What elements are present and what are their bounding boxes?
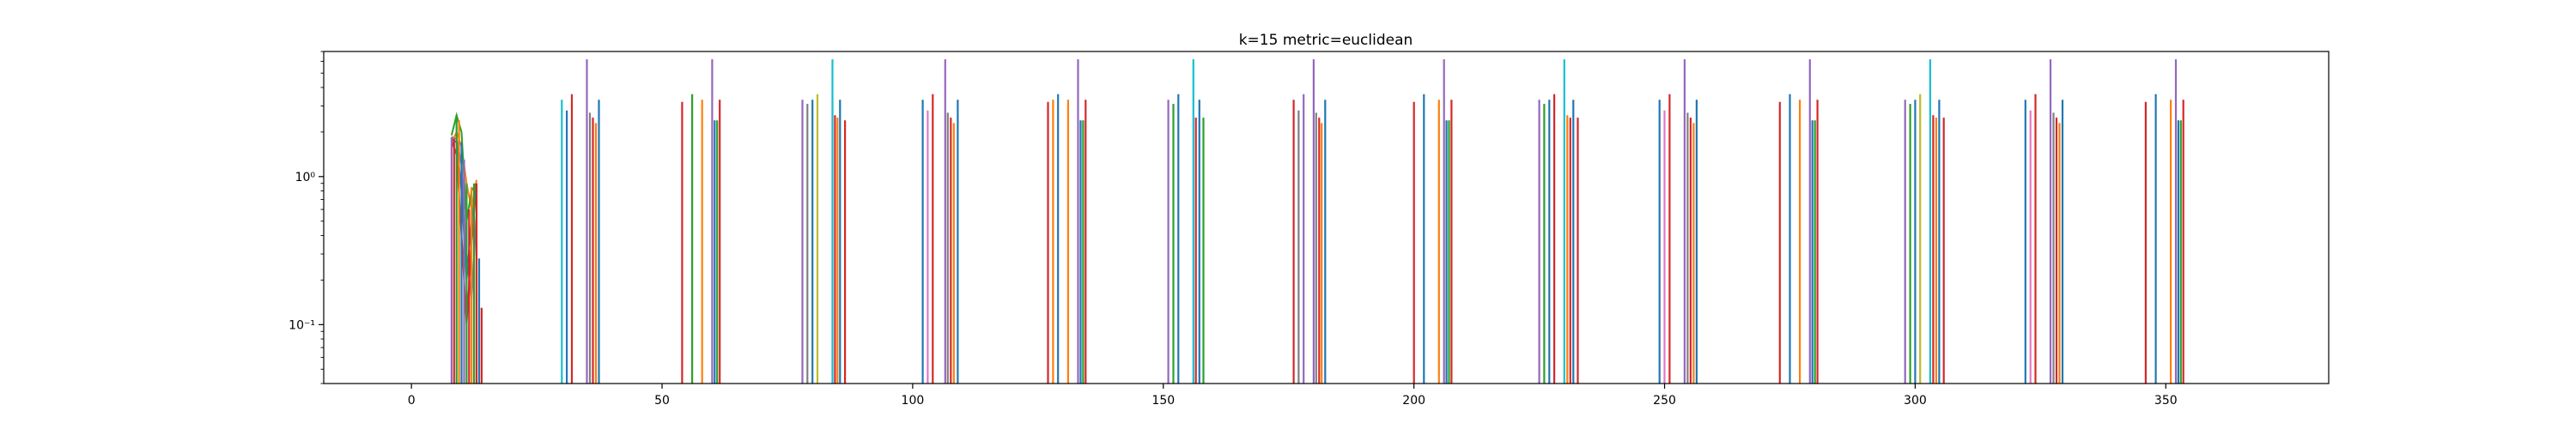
x-axis: 0 50 100 150 200 250 300 350 <box>408 384 2178 408</box>
x-tick-label: 100 <box>902 394 925 408</box>
x-tick-label: 200 <box>1402 394 1425 408</box>
x-tick-label: 50 <box>654 394 670 408</box>
x-tick-label: 350 <box>2154 394 2178 408</box>
y-tick-label: 10⁻¹ <box>289 318 315 332</box>
x-tick-label: 300 <box>1904 394 1927 408</box>
chart-title: k=15 metric=euclidean <box>1239 32 1413 49</box>
x-tick-label: 250 <box>1653 394 1676 408</box>
x-tick-label: 150 <box>1151 394 1175 408</box>
x-tick-label: 0 <box>408 394 416 408</box>
plot-frame <box>323 51 2330 384</box>
y-axis: 10⁻¹ 10⁰ <box>289 51 324 384</box>
y-tick-label: 10⁰ <box>295 171 316 184</box>
plot-marks <box>450 59 2184 384</box>
